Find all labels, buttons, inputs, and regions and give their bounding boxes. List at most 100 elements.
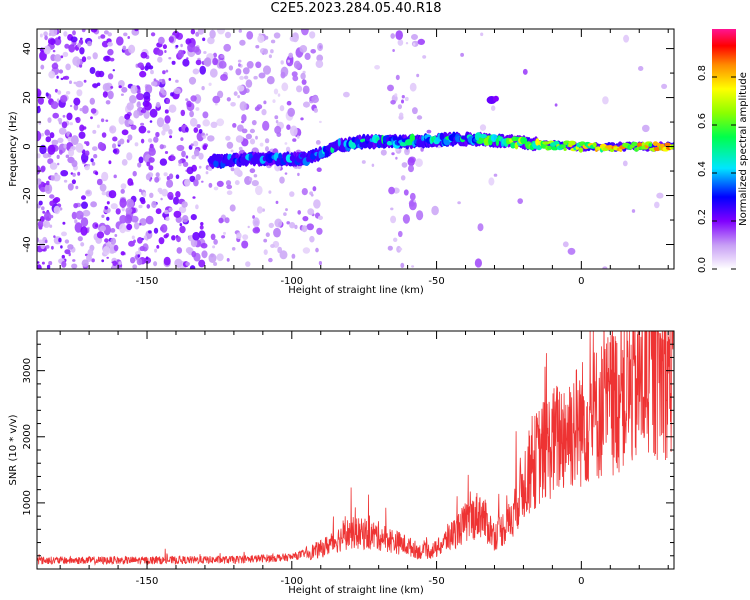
noise-speck: [562, 241, 569, 248]
x-tick-label: -50: [428, 576, 444, 587]
noise-speck: [231, 247, 236, 251]
noise-speck: [313, 199, 321, 209]
noise-speck: [292, 138, 297, 142]
noise-speck: [182, 58, 190, 67]
noise-speck: [118, 115, 125, 125]
noise-speck: [131, 215, 139, 223]
noise-speck: [143, 91, 151, 100]
noise-speck: [225, 180, 232, 186]
ridge-core: [386, 140, 393, 146]
noise-speck: [95, 224, 98, 228]
noise-speck: [273, 88, 279, 95]
noise-speck: [155, 101, 161, 108]
noise-speck: [90, 158, 94, 163]
noise-speck: [58, 69, 64, 74]
noise-speck: [175, 79, 179, 83]
noise-speck: [57, 137, 64, 143]
noise-speck: [180, 43, 183, 48]
noise-speck: [57, 162, 60, 166]
noise-speck: [191, 251, 197, 258]
noise-speck: [193, 148, 200, 157]
noise-speck: [293, 60, 301, 69]
noise-speck: [67, 244, 74, 250]
noise-speck: [105, 119, 109, 122]
ridge-core: [609, 148, 615, 153]
noise-speck: [64, 75, 70, 80]
noise-speck: [165, 69, 169, 73]
noise-speck: [157, 49, 164, 56]
noise-speck: [80, 242, 85, 247]
noise-speck: [92, 146, 98, 152]
noise-speck: [76, 89, 83, 97]
noise-speck: [62, 114, 66, 118]
noise-speck: [100, 34, 106, 39]
noise-speck: [46, 264, 51, 269]
ridge-core: [536, 145, 542, 151]
noise-speck: [280, 60, 284, 65]
noise-speck: [311, 95, 319, 104]
noise-speck: [162, 44, 167, 50]
noise-speck: [252, 227, 261, 234]
noise-speck: [296, 135, 300, 139]
noise-speck: [37, 96, 45, 105]
noise-speck: [126, 102, 134, 111]
noise-speck: [138, 125, 147, 134]
noise-speck: [40, 165, 46, 172]
noise-speck: [409, 192, 416, 201]
noise-speck: [255, 135, 258, 140]
noise-speck: [110, 237, 117, 245]
ridge-core: [417, 140, 425, 148]
noise-speck: [85, 150, 90, 156]
noise-speck: [407, 157, 415, 167]
noise-speck: [189, 265, 196, 269]
noise-speck: [403, 189, 409, 196]
noise-speck: [47, 144, 56, 155]
noise-speck: [213, 52, 217, 58]
y-tick-label: 3000: [22, 358, 33, 383]
noise-speck: [390, 100, 396, 105]
noise-speck: [229, 204, 236, 212]
noise-speck: [166, 179, 174, 188]
noise-speck: [279, 250, 288, 260]
noise-speck: [159, 226, 164, 232]
noise-speck: [51, 245, 54, 250]
noise-speck: [48, 39, 52, 45]
noise-speck: [398, 247, 403, 251]
noise-speck: [148, 157, 155, 163]
noise-speck: [61, 254, 65, 259]
noise-speck: [258, 33, 262, 36]
noise-speck: [115, 208, 121, 215]
noise-speck: [162, 70, 166, 75]
noise-speck: [180, 109, 186, 117]
y-tick-label: -20: [22, 187, 33, 203]
ridge-core: [253, 153, 259, 160]
noise-speck: [210, 121, 218, 128]
noise-speck: [60, 77, 64, 81]
noise-speck: [119, 138, 125, 145]
noise-speck: [157, 56, 163, 63]
noise-speck: [209, 68, 218, 78]
noise-speck: [64, 43, 70, 49]
noise-speck: [252, 215, 256, 219]
noise-speck: [285, 208, 288, 212]
noise-speck: [263, 65, 271, 75]
colorbar-tick-label: 0.8: [697, 65, 708, 81]
noise-speck: [101, 191, 107, 196]
noise-speck: [268, 54, 272, 59]
noise-speck: [176, 144, 185, 152]
spectrogram-x-axis: -150 -100 -50 0: [59, 29, 669, 287]
y-tick-label: 0: [22, 143, 33, 149]
spectrogram-heatmap: [37, 29, 674, 269]
noise-speck: [158, 78, 163, 83]
noise-speck: [108, 190, 117, 199]
noise-speck: [120, 188, 125, 194]
noise-speck: [93, 154, 98, 159]
noise-speck: [133, 110, 140, 119]
noise-speck: [422, 55, 427, 59]
noise-speck: [113, 244, 119, 252]
noise-speck: [623, 34, 630, 43]
noise-speck: [60, 170, 69, 177]
noise-speck: [220, 54, 225, 59]
ridge-core: [568, 140, 576, 146]
noise-speck: [201, 86, 205, 91]
